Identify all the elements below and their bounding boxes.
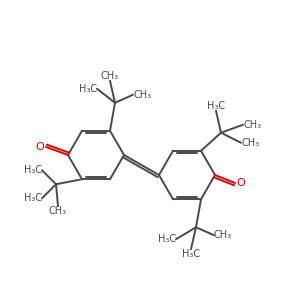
Text: O: O xyxy=(237,178,245,188)
Text: H₃C: H₃C xyxy=(158,234,176,244)
Text: CH₃: CH₃ xyxy=(133,90,151,100)
Text: CH₃: CH₃ xyxy=(243,120,261,130)
Text: H₃C: H₃C xyxy=(79,84,97,94)
Text: CH₃: CH₃ xyxy=(49,206,67,216)
Text: CH₃: CH₃ xyxy=(241,138,259,148)
Text: CH₃: CH₃ xyxy=(101,71,119,81)
Text: H₃C: H₃C xyxy=(24,165,42,175)
Text: CH₃: CH₃ xyxy=(214,230,232,240)
Text: H₃C: H₃C xyxy=(207,101,225,111)
Text: H₃C: H₃C xyxy=(24,193,42,203)
Text: H₃C: H₃C xyxy=(182,249,200,259)
Text: O: O xyxy=(36,142,44,152)
